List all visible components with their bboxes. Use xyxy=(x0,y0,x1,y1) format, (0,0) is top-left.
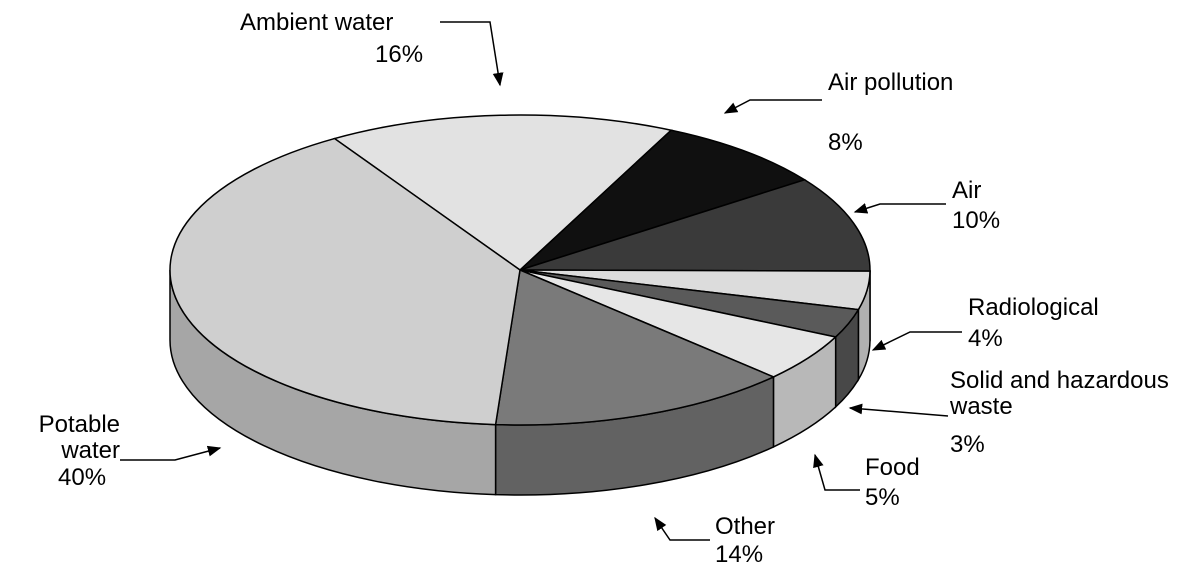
leader-arrow xyxy=(853,203,946,214)
slice-label: Air pollution xyxy=(828,69,954,96)
slice-value-label: 14% xyxy=(715,541,764,568)
slice-value-label: 8% xyxy=(828,129,863,156)
slice-value-label: 4% xyxy=(968,325,1003,352)
leader-arrow xyxy=(654,516,710,541)
slice-label: Ambient water xyxy=(240,9,394,36)
leader-arrow xyxy=(848,403,949,417)
leader-arrow xyxy=(813,453,860,491)
leader-arrow xyxy=(440,21,504,87)
leader-arrow xyxy=(120,445,222,461)
slice-value-label: 40% xyxy=(58,464,107,491)
slice xyxy=(519,178,871,272)
slice xyxy=(494,268,776,426)
slice-label: Other xyxy=(715,513,776,540)
slice xyxy=(169,137,521,426)
slice-label: Potable water xyxy=(38,411,120,464)
slice-label: Air xyxy=(952,177,982,204)
slice-label: Food xyxy=(865,454,920,481)
slice-value-label: 10% xyxy=(952,207,1001,234)
slice-label: Radiological xyxy=(968,294,1099,321)
slice-label: Solid and hazardous waste xyxy=(950,367,1169,420)
slice-value-label: 16% xyxy=(375,41,424,68)
slice-value-label: 3% xyxy=(950,431,985,458)
slice-value-label: 5% xyxy=(865,484,900,511)
slice xyxy=(519,129,807,271)
leader-arrow xyxy=(871,331,962,351)
leader-arrow xyxy=(723,99,822,114)
slice xyxy=(332,114,673,271)
